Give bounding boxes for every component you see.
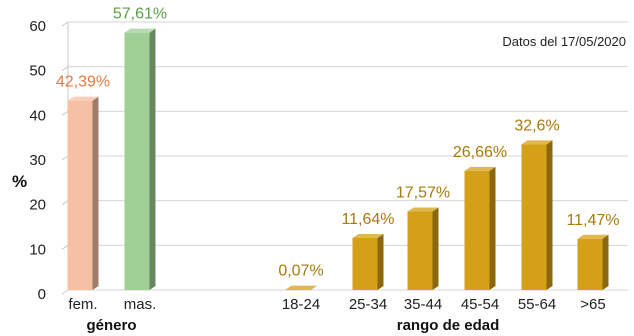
gridlines [61,21,628,295]
y-axis-ticks: 0 10 20 30 40 50 60 [29,18,46,303]
data-label: 32,6% [514,117,559,134]
bar [124,32,150,291]
y-tick-label: 40 [29,107,46,124]
category-label: mas. [124,296,157,313]
bar-top [124,28,156,33]
gridline-slant [61,66,69,72]
data-label: 11,47% [566,212,619,229]
data-label: 57,61% [113,6,167,23]
y-tick-label: 60 [29,18,46,35]
bars: 42,39% 57,61% 0,07% 11,64%17,57% 26,66% 32,6%… [56,6,620,291]
data-label: 0,07% [278,263,323,280]
group-label: género [86,317,136,334]
y-tick-label: 0 [38,286,46,303]
group-label: rango de edad [397,317,500,334]
category-label: fem. [68,296,97,313]
bar-side [377,234,384,290]
bar-side [310,285,317,290]
category-label: >65 [580,296,605,313]
data-label: 11,64% [341,211,394,228]
y-axis-label: % [12,172,27,191]
bar [67,100,93,291]
category-label: 18-24 [282,296,320,313]
gridline-slant [61,110,69,116]
bar-side [92,96,99,291]
gridline-slant [61,21,69,27]
gridline-slant [61,289,69,295]
bar-side [546,140,553,290]
bar-side [432,207,439,290]
gridline-slant [61,155,69,161]
bar-side [149,28,156,291]
bar [352,238,378,290]
data-label: 17,57% [396,185,450,202]
bar-top [577,234,609,239]
date-annotation: Datos del 17/05/2020 [502,34,626,49]
bar [521,144,547,290]
data-label: 42,39% [56,74,110,91]
category-label: 55-64 [518,296,556,313]
bar-side [489,166,496,290]
bar-top [352,234,384,239]
gridline-slant [61,244,69,250]
bar-top [521,140,553,145]
gridline-slant [61,200,69,206]
bar-side [602,234,609,290]
bar [577,238,603,290]
bar-top [407,207,439,212]
bar-top [464,166,496,171]
category-label: 45-54 [461,296,499,313]
y-tick-label: 50 [29,63,46,80]
category-labels: fem. mas. 18-24 25-34 35-44 45-54 55-64 >65 [68,296,605,313]
category-label: 35-44 [404,296,442,313]
bar-top [67,96,99,101]
bar [464,170,490,290]
data-label: 26,66% [453,144,507,161]
y-tick-label: 20 [29,197,46,214]
y-tick-label: 10 [29,241,46,258]
category-label: 25-34 [349,296,387,313]
bar-top [285,285,317,290]
bar [407,211,433,290]
group-labels: género rango de edad [86,317,499,334]
y-tick-label: 30 [29,152,46,169]
